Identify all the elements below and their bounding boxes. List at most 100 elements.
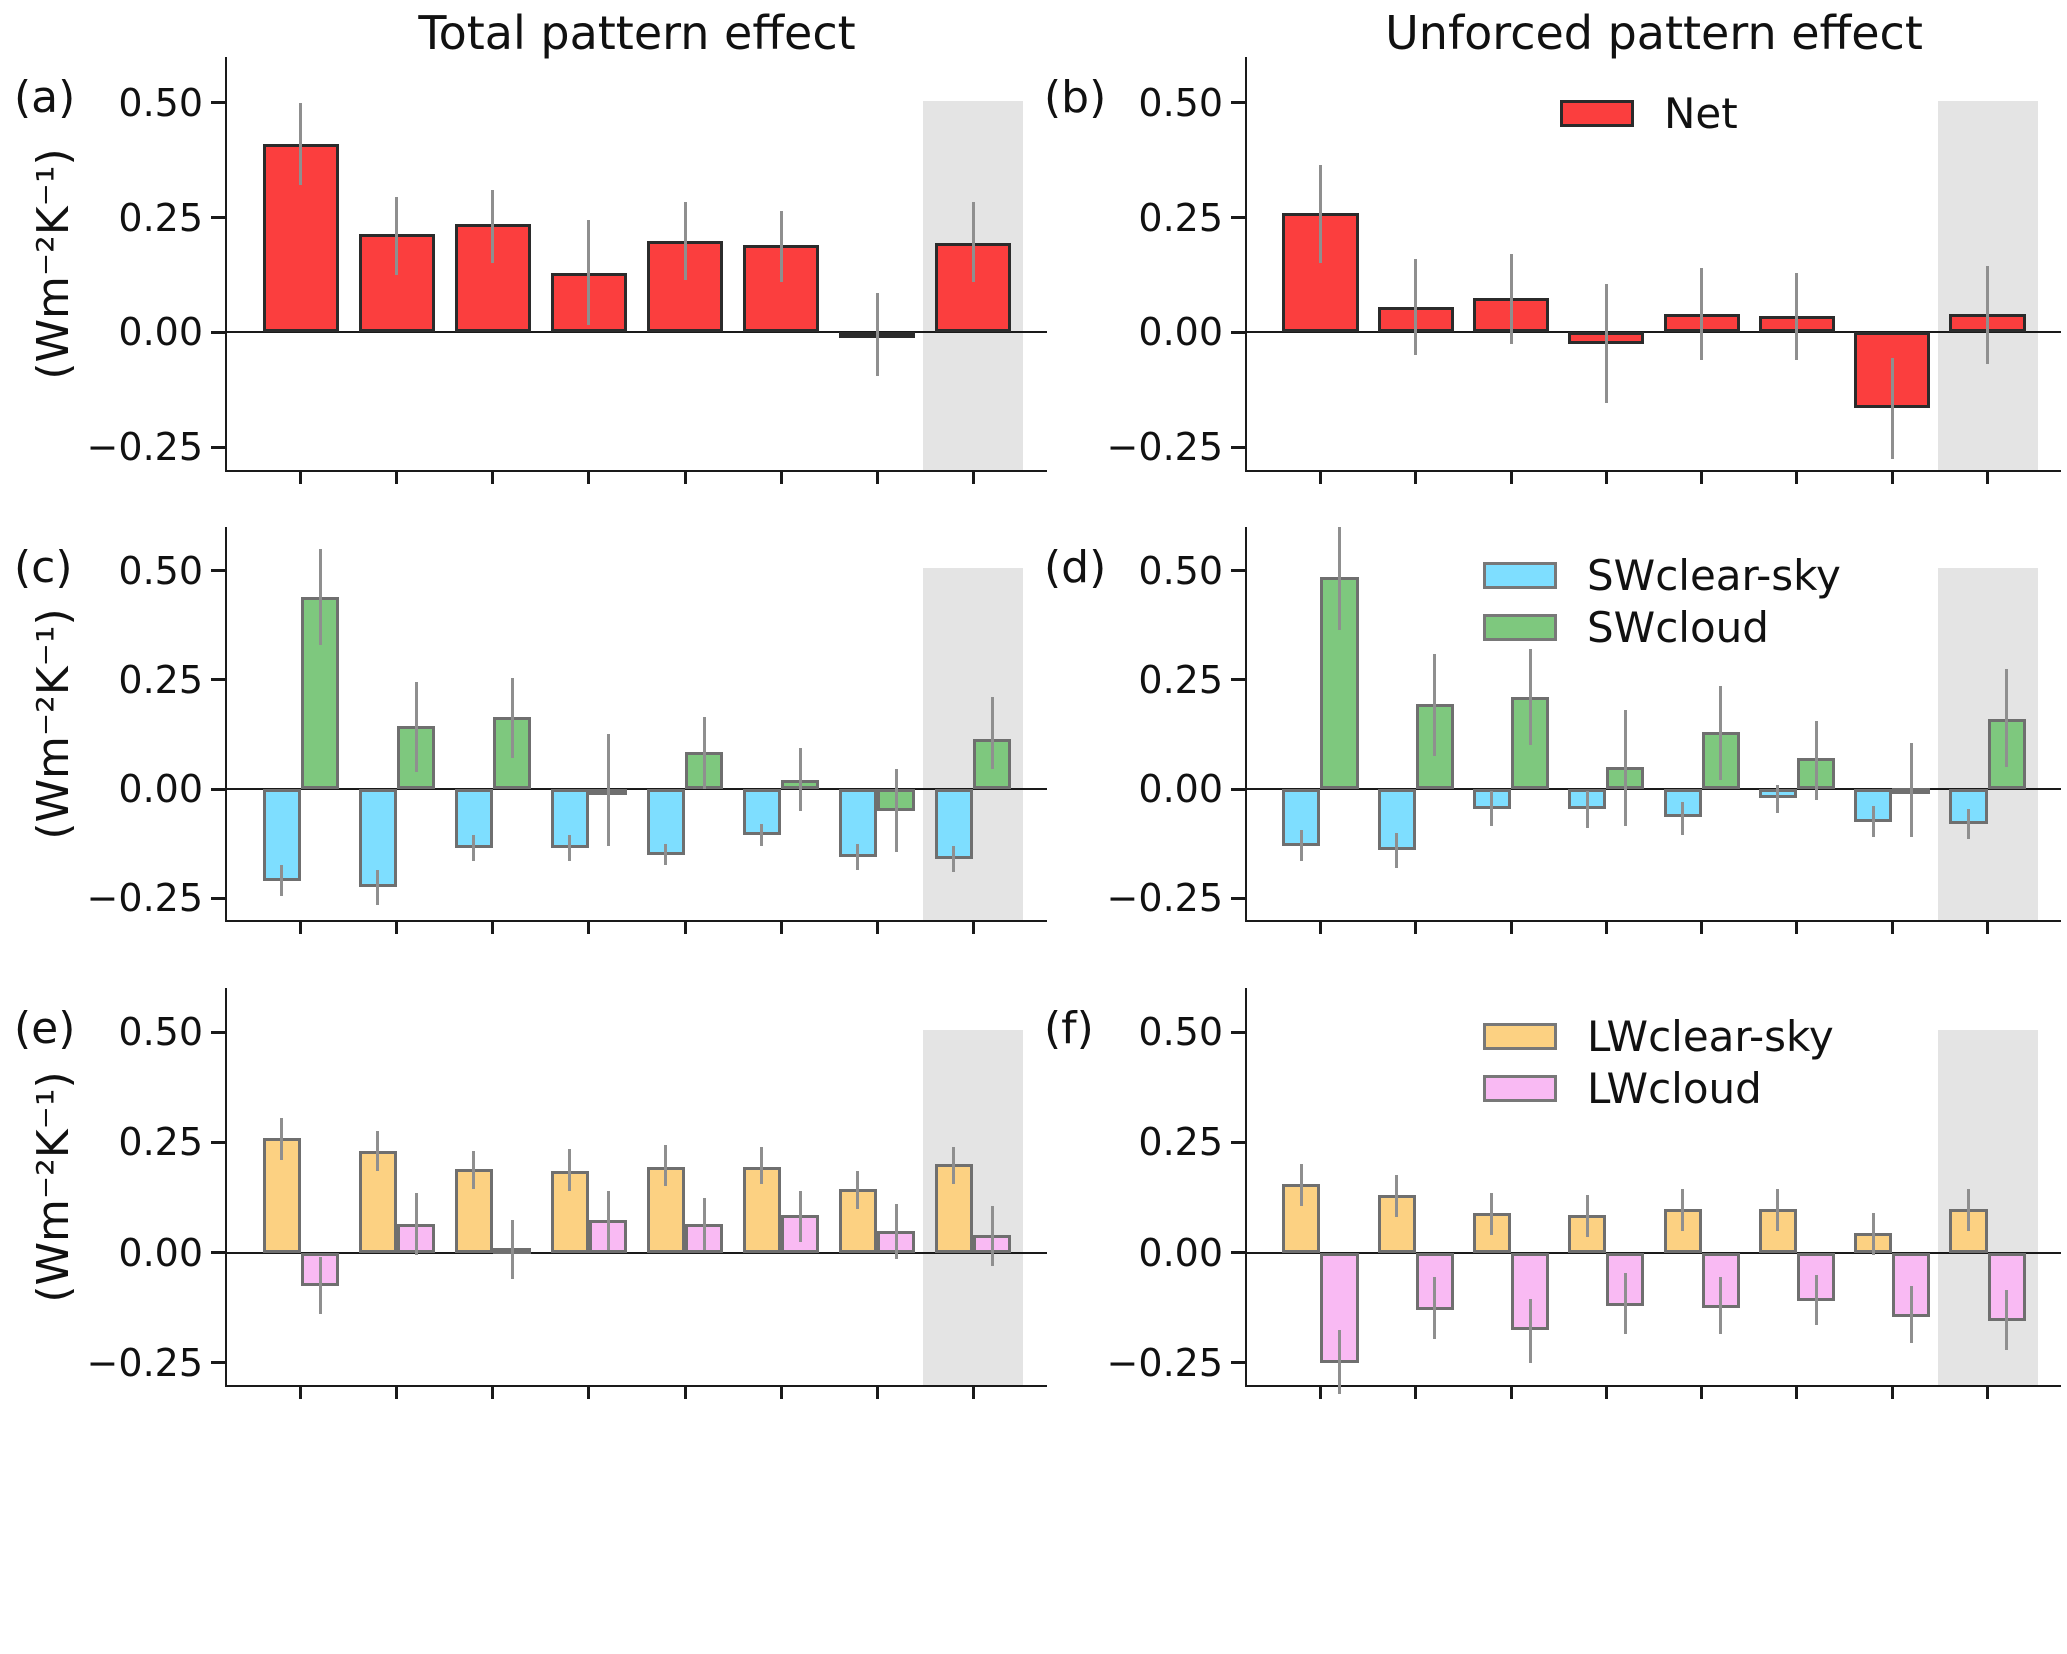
bar-LWcloud-7 bbox=[1987, 1252, 2026, 1322]
x-tick-mark bbox=[1986, 1387, 1990, 1399]
right-column-title: Unforced pattern effect bbox=[1385, 6, 1923, 60]
error-bar-Net-7 bbox=[1986, 265, 1990, 365]
y-axis-label: (Wm⁻²K⁻¹) bbox=[28, 607, 79, 840]
y-tick-mark bbox=[1231, 896, 1245, 900]
y-tick-label: −0.25 bbox=[86, 425, 203, 470]
x-axis-spine bbox=[225, 470, 1047, 472]
error-bar-SWclear-sky-4 bbox=[1681, 802, 1685, 835]
error-bar-SWcloud-2 bbox=[1528, 649, 1532, 746]
bar-Net-1 bbox=[358, 233, 436, 333]
x-tick-mark bbox=[683, 472, 687, 484]
y-tick-mark bbox=[1231, 1251, 1245, 1255]
error-bar-SWcloud-6 bbox=[1909, 743, 1913, 838]
y-tick-mark bbox=[1231, 330, 1245, 334]
y-axis-spine bbox=[1245, 527, 1247, 922]
x-axis-spine bbox=[225, 1385, 1047, 1387]
x-tick-mark bbox=[1509, 472, 1513, 484]
error-bar-SWclear-sky-7 bbox=[1967, 808, 1971, 840]
x-tick-mark bbox=[971, 472, 975, 484]
y-axis-spine bbox=[225, 57, 227, 472]
y-tick-mark bbox=[1231, 1361, 1245, 1365]
y-tick-label: 0.25 bbox=[118, 1120, 203, 1165]
y-tick-mark bbox=[1231, 445, 1245, 449]
x-tick-mark bbox=[1795, 1387, 1799, 1399]
y-tick-label: 0.25 bbox=[1138, 1120, 1223, 1165]
x-tick-mark bbox=[1986, 922, 1990, 934]
error-bar-LWclear-sky-0 bbox=[1299, 1164, 1303, 1207]
y-tick-mark bbox=[211, 101, 225, 105]
panel-label-f: (f) bbox=[1044, 1003, 1094, 1054]
bar-LWcloud-0 bbox=[1320, 1252, 1359, 1363]
y-tick-label: 0.25 bbox=[1138, 657, 1223, 702]
error-bar-SWcloud-7 bbox=[2005, 668, 2009, 768]
y-tick-label: 0.25 bbox=[118, 195, 203, 240]
y-tick-mark bbox=[1231, 216, 1245, 220]
error-bar-LWcloud-7 bbox=[2005, 1290, 2009, 1350]
x-tick-mark bbox=[875, 922, 879, 934]
x-tick-mark bbox=[971, 1387, 975, 1399]
error-bar-LWclear-sky-6 bbox=[1871, 1212, 1875, 1255]
error-bar-LWclear-sky-4 bbox=[664, 1144, 668, 1187]
error-bar-SWcloud-4 bbox=[702, 716, 706, 789]
error-bar-LWclear-sky-4 bbox=[1681, 1188, 1685, 1231]
x-tick-mark bbox=[1890, 472, 1894, 484]
panel-label-e: (e) bbox=[14, 1003, 76, 1054]
y-tick-mark bbox=[1231, 787, 1245, 791]
y-tick-mark bbox=[211, 1030, 225, 1034]
mean-highlight-band bbox=[1937, 1029, 2038, 1385]
y-tick-mark bbox=[211, 330, 225, 334]
legend-label-SWclear-sky: SWclear-sky bbox=[1587, 551, 1841, 600]
y-tick-label: −0.25 bbox=[1106, 876, 1223, 921]
y-tick-label: −0.25 bbox=[1106, 425, 1223, 470]
y-tick-mark bbox=[211, 1140, 225, 1144]
x-tick-mark bbox=[683, 922, 687, 934]
y-tick-label: 0.25 bbox=[1138, 195, 1223, 240]
error-bar-SWcloud-1 bbox=[1433, 653, 1437, 757]
x-tick-mark bbox=[875, 1387, 879, 1399]
x-tick-mark bbox=[875, 472, 879, 484]
error-bar-SWcloud-0 bbox=[318, 548, 322, 645]
legend-swatch-LWcloud bbox=[1483, 1075, 1557, 1102]
x-tick-mark bbox=[491, 922, 495, 934]
error-bar-LWclear-sky-5 bbox=[1776, 1188, 1780, 1231]
bar-LWclear-sky-0 bbox=[1282, 1184, 1321, 1253]
y-tick-mark bbox=[211, 445, 225, 449]
error-bar-LWclear-sky-1 bbox=[376, 1131, 380, 1172]
bar-SWclear-sky-4 bbox=[646, 789, 685, 855]
error-bar-LWclear-sky-2 bbox=[1490, 1193, 1494, 1235]
y-tick-mark bbox=[1231, 101, 1245, 105]
x-tick-mark bbox=[587, 922, 591, 934]
x-tick-mark bbox=[1986, 472, 1990, 484]
y-tick-label: −0.25 bbox=[1106, 1340, 1223, 1385]
y-axis-spine bbox=[1245, 988, 1247, 1387]
legend-label-LWcloud: LWcloud bbox=[1587, 1064, 1762, 1113]
x-tick-mark bbox=[395, 1387, 399, 1399]
zero-line bbox=[1247, 1251, 2061, 1254]
x-tick-mark bbox=[779, 922, 783, 934]
error-bar-Net-6 bbox=[875, 293, 879, 376]
y-tick-mark bbox=[211, 1251, 225, 1255]
error-bar-SWcloud-7 bbox=[990, 697, 994, 770]
error-bar-LWcloud-1 bbox=[1433, 1276, 1437, 1339]
error-bar-SWclear-sky-3 bbox=[568, 834, 572, 862]
error-bar-LWcloud-5 bbox=[798, 1190, 802, 1242]
y-tick-mark bbox=[211, 1361, 225, 1365]
y-tick-label: −0.25 bbox=[86, 876, 203, 921]
error-bar-LWclear-sky-0 bbox=[280, 1118, 284, 1161]
error-bar-SWcloud-4 bbox=[1719, 686, 1723, 781]
error-bar-Net-1 bbox=[1414, 258, 1418, 356]
x-tick-mark bbox=[1414, 922, 1418, 934]
error-bar-SWcloud-2 bbox=[510, 677, 514, 759]
error-bar-SWclear-sky-2 bbox=[1490, 791, 1494, 827]
y-tick-mark bbox=[211, 678, 225, 682]
y-tick-label: 0.00 bbox=[1138, 310, 1223, 355]
y-tick-label: 0.00 bbox=[1138, 767, 1223, 811]
error-bar-LWclear-sky-7 bbox=[952, 1146, 956, 1185]
error-bar-SWclear-sky-7 bbox=[952, 845, 956, 872]
x-tick-mark bbox=[683, 1387, 687, 1399]
y-tick-mark bbox=[211, 787, 225, 791]
x-tick-mark bbox=[1509, 1387, 1513, 1399]
legend-swatch-SWcloud bbox=[1483, 614, 1557, 641]
x-tick-mark bbox=[1890, 1387, 1894, 1399]
